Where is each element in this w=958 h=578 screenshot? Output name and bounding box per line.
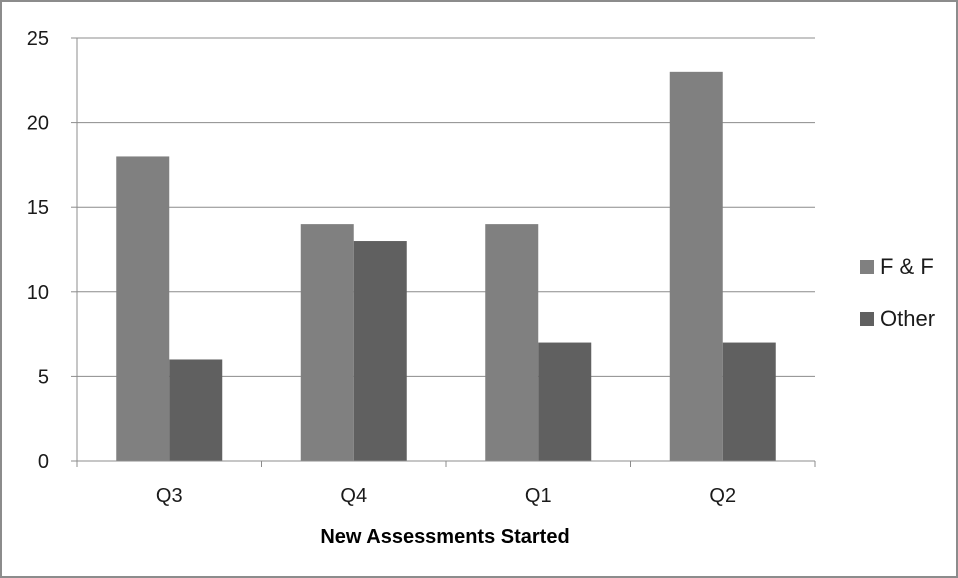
y-tick-label: 20 <box>27 113 49 135</box>
legend-swatch <box>860 260 874 274</box>
x-tick-label: Q2 <box>709 485 736 507</box>
x-tick-label: Q4 <box>340 485 367 507</box>
bars <box>116 71 776 461</box>
legend-label: F & F <box>880 254 934 279</box>
bar-other-q2 <box>722 342 776 461</box>
bar-f-f-q3 <box>116 156 170 461</box>
y-tick-label: 25 <box>27 28 49 50</box>
legend-label: Other <box>880 306 935 331</box>
y-tick-label: 10 <box>27 282 49 304</box>
x-tick-label: Q3 <box>156 485 183 507</box>
y-tick-label: 0 <box>38 451 49 473</box>
legend-swatch <box>860 312 874 326</box>
bar-f-f-q4 <box>300 224 354 461</box>
bar-other-q1 <box>538 342 592 461</box>
x-tick-labels: Q3 Q4 Q1 Q2 <box>156 485 736 507</box>
legend: F & F Other <box>860 254 935 331</box>
bar-f-f-q1 <box>485 224 539 461</box>
y-tick-label: 5 <box>38 366 49 388</box>
bar-f-f-q2 <box>669 71 723 461</box>
y-tick-label: 15 <box>27 197 49 219</box>
bar-other-q4 <box>353 241 407 461</box>
axes <box>71 37 816 467</box>
x-tick-label: Q1 <box>525 485 552 507</box>
y-tick-labels: 0 5 10 15 20 25 <box>27 28 49 473</box>
bar-other-q3 <box>169 359 223 461</box>
x-axis-title: New Assessments Started <box>320 526 569 548</box>
